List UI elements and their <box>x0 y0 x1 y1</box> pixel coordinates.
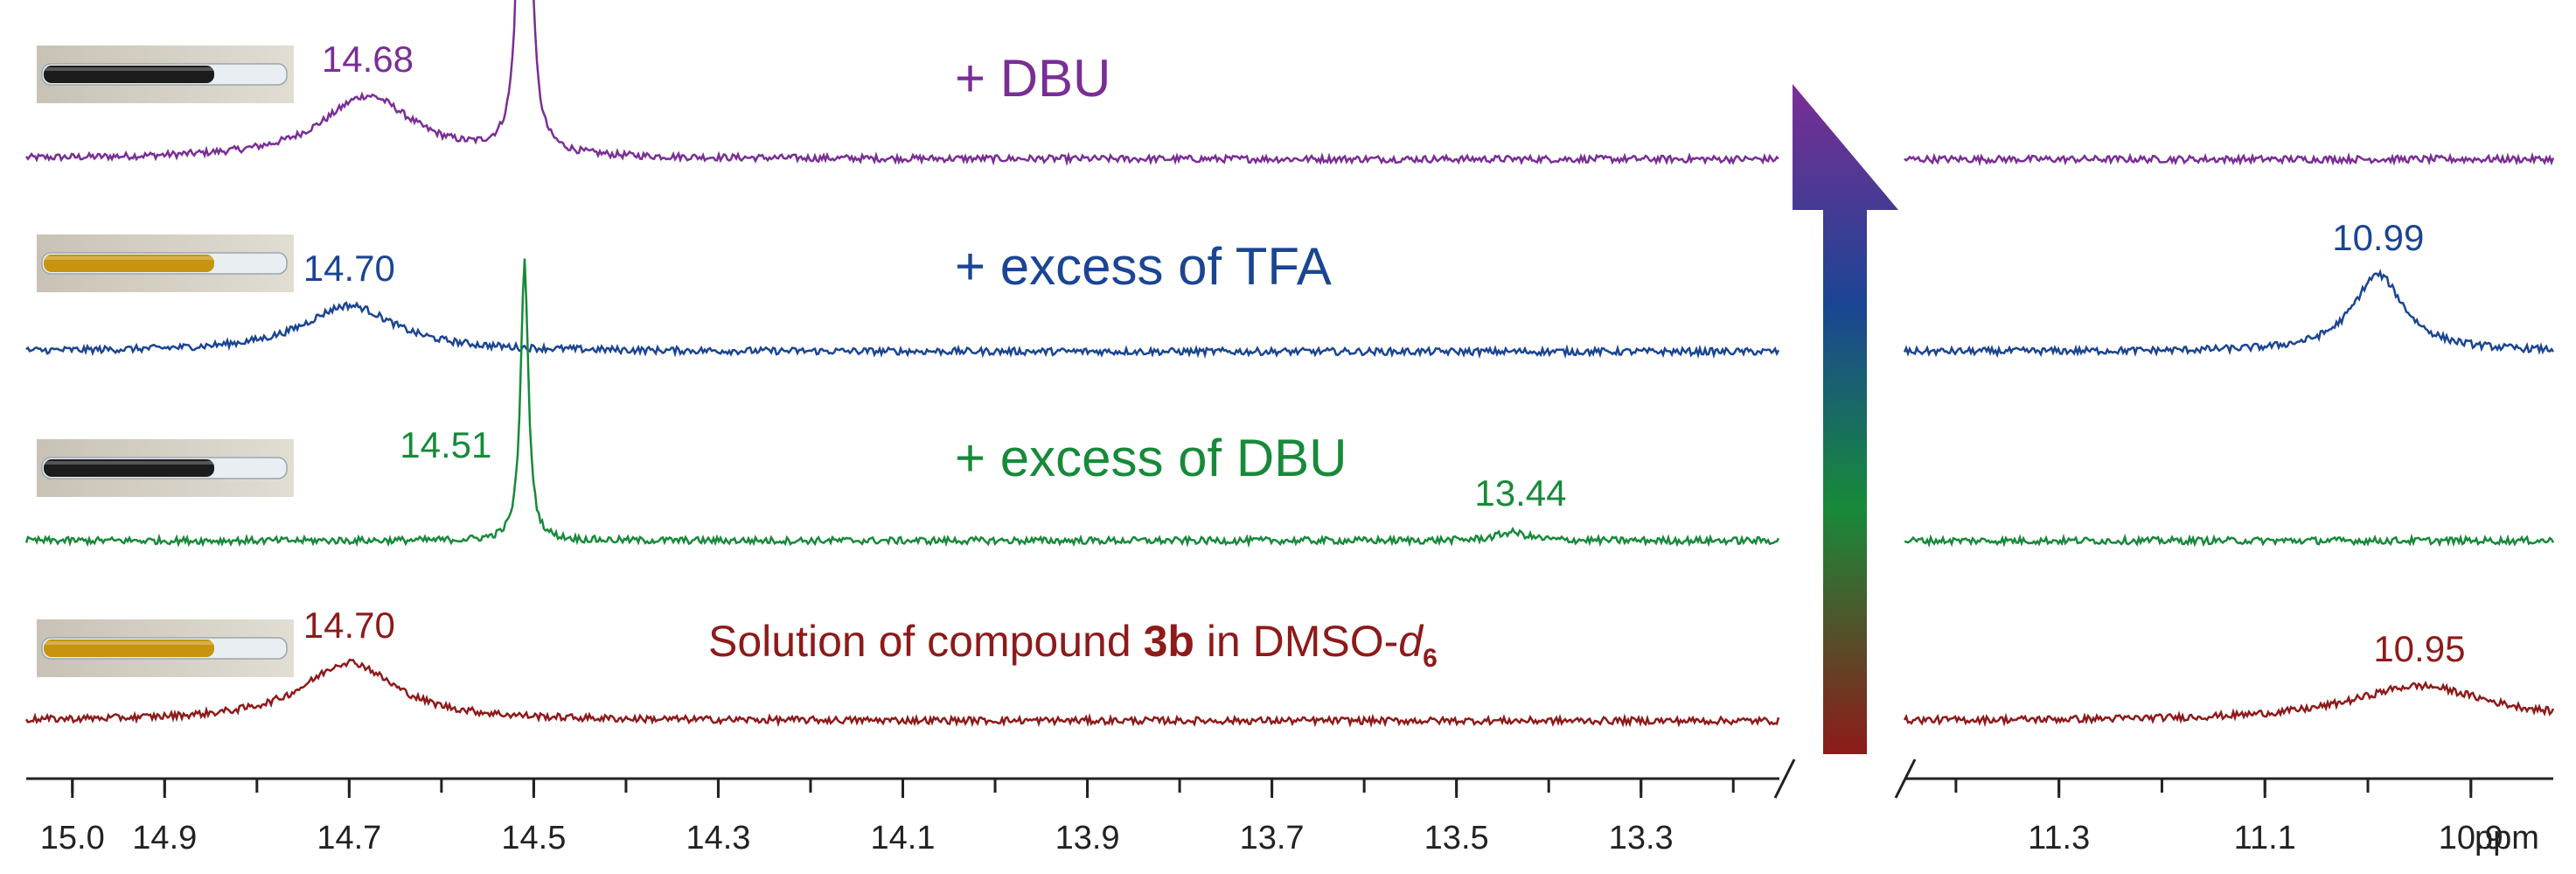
tick-label: 15.0 <box>40 820 105 857</box>
tube-liquid <box>44 459 214 477</box>
spectrum-trace-left <box>24 258 1780 549</box>
tick-label: 11.3 <box>2028 820 2090 857</box>
label-solution-subscript: 6 <box>1423 644 1438 673</box>
label-solution-italic: d <box>1398 617 1424 666</box>
spectrum-trace-left <box>25 301 1780 360</box>
unit-label: ppm <box>2475 820 2539 857</box>
spectra <box>24 0 2555 729</box>
label-solution: Solution of compound 3b in DMSO-d6 <box>708 617 1438 673</box>
label-solution-mid: in DMSO- <box>1194 617 1398 666</box>
tick-label: 14.1 <box>871 820 936 857</box>
tick-label: 13.9 <box>1055 820 1120 857</box>
spectrum-trace-right <box>1904 151 2555 167</box>
label-solution-prefix: Solution of compound <box>708 617 1144 666</box>
gradient-arrow <box>1793 84 1898 754</box>
tick-label: 13.3 <box>1609 820 1674 857</box>
spectrum-trace-left <box>24 0 1779 167</box>
x-axis-left <box>26 759 1796 799</box>
peak-label: 13.44 <box>1474 472 1566 514</box>
tube-liquid <box>44 255 214 272</box>
tube-dbu-photo <box>37 45 294 103</box>
tube-solution-photo <box>37 619 294 677</box>
tube-excess-dbu-photo <box>37 439 294 497</box>
peak-label: 14.70 <box>303 248 395 289</box>
peak-label: 14.51 <box>400 424 491 465</box>
spectrum-trace-right <box>1903 680 2555 728</box>
tick-label: 14.7 <box>317 820 381 857</box>
label-solution-compound: 3b <box>1144 617 1194 666</box>
peak-label: 10.99 <box>2332 217 2424 258</box>
peak-label: 10.95 <box>2373 628 2465 669</box>
label-dbu: + DBU <box>955 49 1110 108</box>
label-excess-dbu: + excess of DBU <box>955 429 1347 487</box>
spectrum-trace-right <box>1904 533 2555 548</box>
x-axis-ticks: 15.0 14.9 14.7 14.5 14.3 14.1 13.9 13.7 13.5 13.3… <box>40 779 2503 857</box>
tick-label: 14.5 <box>501 820 566 857</box>
tick-label: 10.9 <box>2439 820 2503 857</box>
tick-label: 13.5 <box>1424 820 1489 857</box>
tick-label: 11.1 <box>2234 820 2296 857</box>
spectrum-trace-right <box>1903 269 2555 359</box>
nmr-tube-photos <box>37 45 294 677</box>
tick-label: 13.7 <box>1240 820 1305 857</box>
tube-liquid <box>44 66 214 83</box>
tube-liquid <box>44 640 214 657</box>
label-excess-tfa: + excess of TFA <box>955 237 1332 296</box>
x-axis-right <box>1894 759 2553 799</box>
peak-label: 14.68 <box>322 38 414 80</box>
tick-label: 14.3 <box>686 820 750 857</box>
axis-break-mark-left <box>1773 759 1796 799</box>
peak-label: 14.70 <box>303 605 395 646</box>
axis-break-mark-right <box>1894 759 1917 799</box>
peak-labels: 14.68 14.70 10.99 14.51 13.44 14.70 10.95 <box>303 38 2466 669</box>
tube-tfa-photo <box>37 234 294 292</box>
spectrum-trace-left <box>24 658 1780 729</box>
tick-label: 14.9 <box>132 820 197 857</box>
